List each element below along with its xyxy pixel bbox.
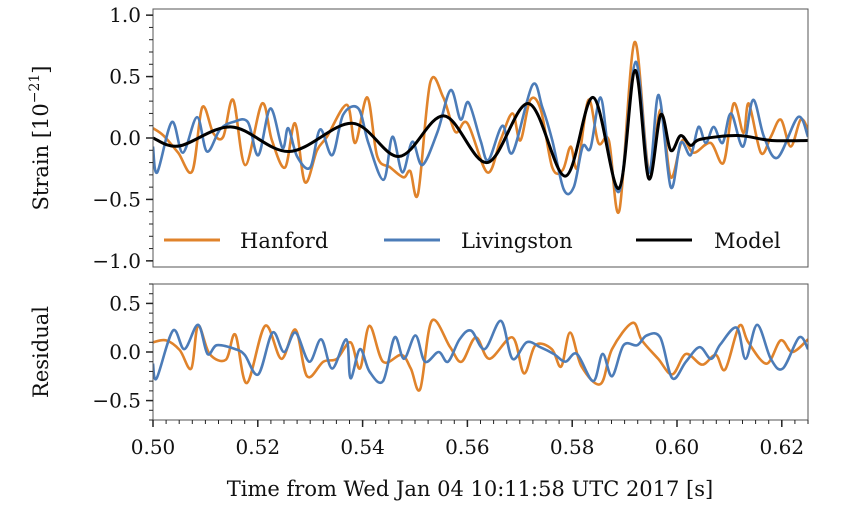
top-y-axis-label: Strain [10−21] — [27, 66, 53, 211]
x-tick-label: 0.58 — [550, 435, 595, 459]
y-tick-label: −1.0 — [92, 249, 141, 273]
x-tick-label: 0.62 — [760, 435, 805, 459]
y-tick-label: −0.5 — [92, 187, 141, 211]
axes-ticks: 1.0 0.5 0.0 −0.5 −1.0 0.5 0.0 −0.5 0.50 0.52 0.54 0… — [92, 3, 809, 459]
x-tick-label: 0.60 — [655, 435, 700, 459]
y-tick-label: −0.5 — [92, 389, 141, 413]
series-line-hanford — [153, 318, 808, 392]
series-line-livingston — [153, 60, 808, 196]
y-tick-label: 0.5 — [109, 291, 141, 315]
series-line-livingston — [153, 319, 808, 385]
x-tick-label: 0.54 — [340, 435, 385, 459]
series-line-hanford — [153, 40, 808, 215]
residual-y-axis-label: Residual — [29, 306, 53, 398]
residual-panel-series — [153, 318, 808, 392]
x-axis-label: Time from Wed Jan 04 10:11:58 UTC 2017 [… — [227, 477, 713, 501]
legend-label-livingston: Livingston — [461, 229, 573, 253]
series-line-model — [153, 68, 808, 190]
x-tick-label: 0.52 — [236, 435, 281, 459]
residual-panel-frame — [152, 283, 809, 421]
y-tick-label: 0.5 — [109, 65, 141, 89]
ylabel-base: Strain [10 — [29, 103, 53, 210]
y-tick-label: 0.0 — [109, 126, 141, 150]
legend-label-model: Model — [714, 229, 781, 253]
y-tick-label: 1.0 — [109, 3, 141, 27]
ylabel-suffix: ] — [29, 66, 53, 74]
legend: Hanford Livingston Model — [164, 229, 781, 253]
legend-label-hanford: Hanford — [240, 229, 328, 253]
ylabel-exponent: −21 — [27, 74, 43, 104]
x-tick-label: 0.56 — [445, 435, 490, 459]
top-panel-series — [153, 40, 808, 215]
x-tick-label: 0.50 — [131, 435, 176, 459]
y-tick-label: 0.0 — [109, 340, 141, 364]
